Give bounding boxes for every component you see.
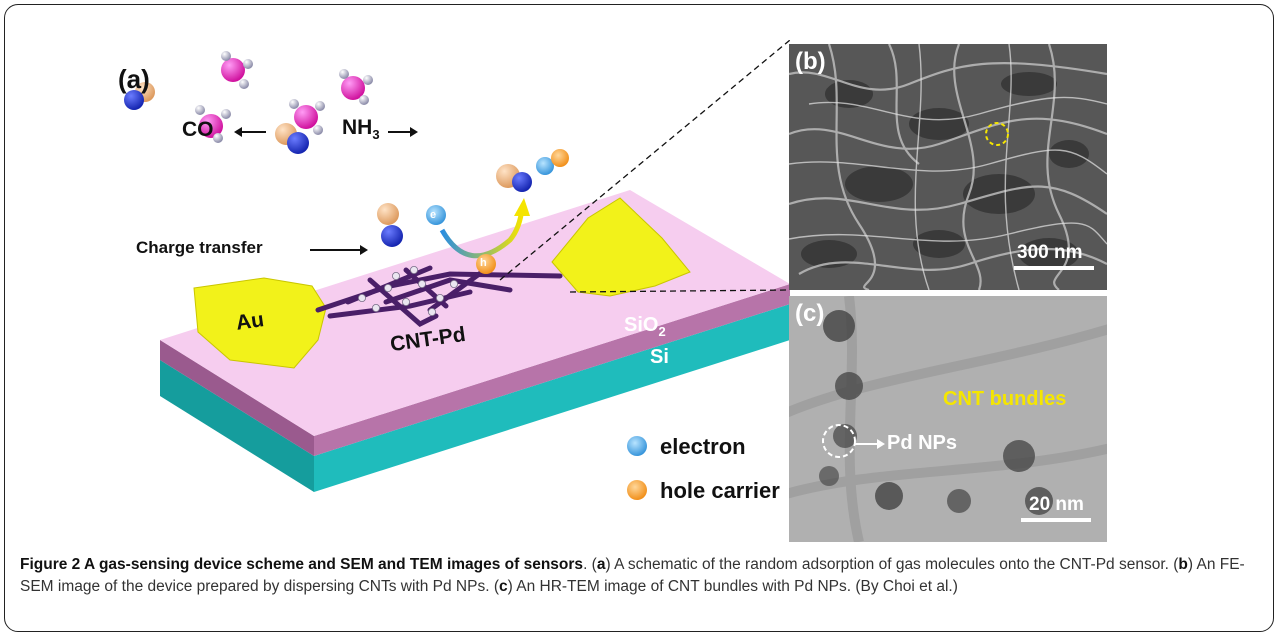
- au-label: Au: [234, 308, 266, 335]
- co-molecule: [124, 82, 155, 110]
- co-molecule: [377, 203, 403, 247]
- hole-icon: [476, 254, 496, 274]
- legend-electron-icon: [627, 436, 647, 456]
- panel-c-tem-image: (c) CNT bundles Pd NPs 20 nm: [789, 296, 1107, 542]
- tem-texture: [789, 296, 1107, 542]
- panel-c-label: (c): [795, 300, 825, 327]
- au-electrode-left: [193, 277, 327, 369]
- transfer-curve-arrow: [439, 207, 525, 259]
- sio2-layer-front: [160, 340, 314, 456]
- zoom-line-bottom: [569, 289, 790, 293]
- nh3-molecule: [221, 51, 253, 89]
- figure-frame: [4, 4, 1274, 632]
- pd-np-circle: [822, 424, 856, 458]
- electron-icon: [426, 205, 446, 225]
- panel-b-label: (b): [795, 48, 826, 75]
- highlight-circle: [985, 122, 1009, 146]
- nh3-molecule: [289, 99, 325, 135]
- legend-electron-label: electron: [660, 434, 746, 459]
- pd-nanoparticles: [357, 265, 458, 316]
- scale-bar: [1014, 266, 1094, 270]
- si-layer-side: [314, 304, 790, 492]
- co-molecule: [496, 164, 532, 192]
- scale-bar: [1021, 518, 1091, 522]
- figure-caption: Figure 2 A gas-sensing device scheme and…: [20, 556, 1245, 595]
- scale-label: 20 nm: [1029, 494, 1084, 515]
- co-label: CO: [182, 118, 214, 141]
- caption-title: Figure 2 A gas-sensing device scheme and…: [20, 556, 584, 573]
- au-electrode-right: [551, 197, 691, 297]
- legend-hole-icon: [627, 480, 647, 500]
- nh3-molecule: [339, 69, 373, 105]
- nh3-label: NH3: [342, 116, 380, 143]
- sio2-label: SiO2: [624, 314, 666, 339]
- cnt-bundles-label: CNT bundles: [943, 388, 1067, 410]
- zoom-line-top: [499, 40, 790, 281]
- hole-icon: [551, 149, 569, 167]
- pd-nps-label: Pd NPs: [887, 432, 958, 454]
- si-layer-front: [160, 360, 314, 492]
- device-illustration: [124, 40, 790, 500]
- panel-a-label: (a): [118, 64, 150, 94]
- panel-b-sem-image: (b) 300 nm: [789, 44, 1107, 290]
- sem-texture: [789, 44, 1107, 290]
- charge-transfer-label: Charge transfer: [136, 238, 263, 257]
- sio2-layer-side: [314, 284, 790, 456]
- legend-hole-label: hole carrier: [660, 478, 780, 503]
- hole-symbol: h: [480, 257, 487, 269]
- electron-symbol: e: [430, 209, 437, 221]
- panel-a-schematic: (a) CO NH3 Charge transfer Au CNT-Pd SiO…: [90, 40, 790, 550]
- scale-label: 300 nm: [1017, 242, 1083, 263]
- co-molecule: [275, 123, 309, 154]
- si-label: Si: [650, 346, 669, 368]
- nh3-molecule: [195, 105, 231, 143]
- electron-icon: [536, 157, 554, 175]
